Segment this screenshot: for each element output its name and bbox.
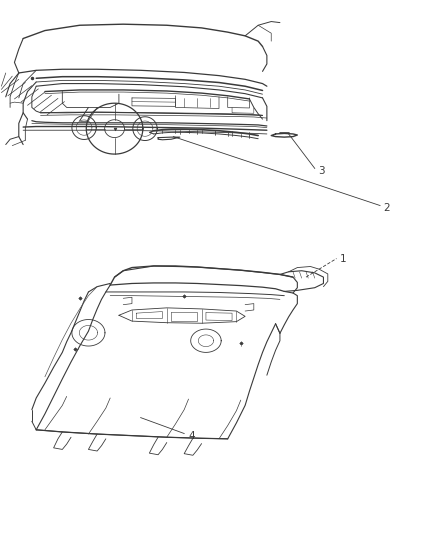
Text: 1: 1 bbox=[340, 254, 346, 263]
Text: 3: 3 bbox=[318, 166, 325, 176]
Text: 4: 4 bbox=[188, 431, 195, 441]
Text: 2: 2 bbox=[383, 203, 390, 213]
